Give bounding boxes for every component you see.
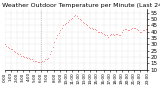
Title: Milwaukee Weather Outdoor Temperature per Minute (Last 24 Hours): Milwaukee Weather Outdoor Temperature pe…	[0, 3, 160, 8]
